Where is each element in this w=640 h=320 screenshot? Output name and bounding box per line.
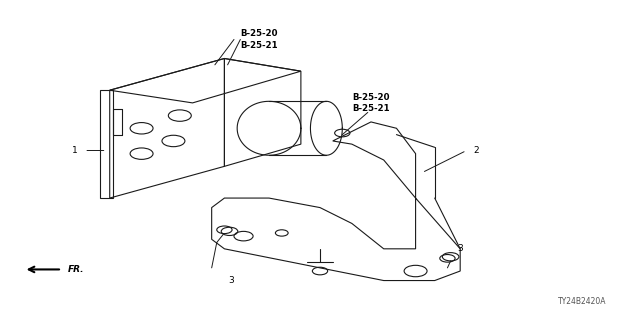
- Text: 3: 3: [228, 276, 234, 285]
- Text: 3: 3: [458, 244, 463, 253]
- Text: 2: 2: [473, 146, 479, 155]
- Text: 1: 1: [72, 146, 78, 155]
- Text: B-25-20
B-25-21: B-25-20 B-25-21: [352, 93, 390, 113]
- Text: B-25-20
B-25-21: B-25-20 B-25-21: [241, 29, 278, 50]
- Text: FR.: FR.: [68, 265, 84, 274]
- Text: TY24B2420A: TY24B2420A: [558, 297, 607, 306]
